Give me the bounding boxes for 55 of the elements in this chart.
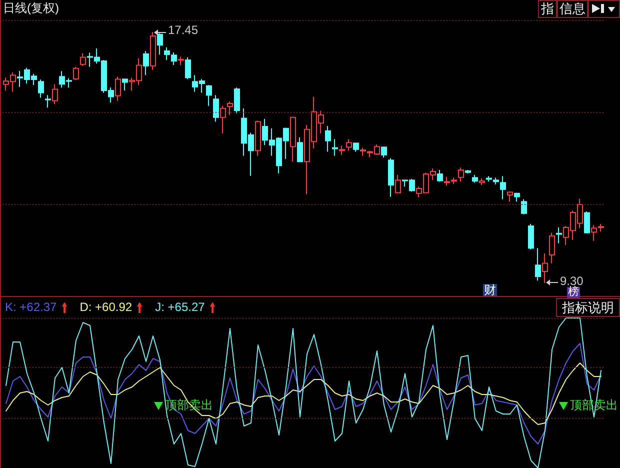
- text: 财: [483, 283, 497, 297]
- candlestick: [255, 120, 261, 156]
- candlestick: [150, 32, 156, 70]
- candlestick: [521, 198, 527, 215]
- candlestick: [52, 84, 58, 105]
- candlestick: [493, 177, 499, 185]
- chart-title: 日线(复权): [3, 1, 59, 15]
- candlestick: [486, 176, 492, 182]
- candlestick: [388, 158, 394, 198]
- candlestick: [234, 86, 240, 114]
- candlestick: [178, 56, 184, 66]
- candlestick: [332, 138, 338, 156]
- candlestick: [458, 167, 464, 182]
- text: D: +60.92: [80, 300, 132, 314]
- candlestick: [542, 252, 548, 284]
- candlestick: [339, 145, 345, 156]
- candlestick: [528, 223, 534, 250]
- text: 指标说明: [556, 298, 620, 317]
- candlestick: [381, 146, 387, 158]
- candlestick: [500, 176, 506, 200]
- candlestick: [220, 105, 226, 134]
- candlestick: [479, 178, 485, 186]
- candlestick: [80, 52, 86, 66]
- candlestick: [206, 84, 212, 106]
- candlestick: [507, 191, 513, 202]
- candlestick: [360, 147, 366, 156]
- candlestick: [290, 116, 296, 162]
- candlestick: [38, 78, 44, 98]
- candlestick: [514, 192, 520, 202]
- candlestick: [45, 94, 51, 108]
- candlestick: [185, 56, 191, 80]
- candlestick: [353, 142, 359, 152]
- candlestick: [556, 227, 562, 244]
- candlestick: [395, 174, 401, 194]
- text: 信息: [557, 0, 588, 18]
- text: 榜: [567, 286, 580, 298]
- annotation: 17.45: [168, 23, 198, 38]
- candlestick: [297, 136, 303, 163]
- candlestick: [549, 232, 555, 264]
- candlestick: [325, 125, 331, 152]
- candlestick: [73, 66, 79, 81]
- candlestick: [584, 211, 590, 234]
- candlestick: [122, 78, 128, 92]
- series-label: J: +65.27: [155, 300, 205, 314]
- candlestick: [143, 50, 149, 76]
- candlestick: [465, 169, 471, 174]
- candlestick: [227, 101, 233, 116]
- candlestick: [213, 94, 219, 122]
- candlestick: [346, 138, 352, 152]
- text: 指: [538, 0, 557, 18]
- text: K: +62.37: [5, 300, 57, 314]
- candlestick: [472, 174, 478, 184]
- candlestick: [535, 248, 541, 281]
- candlestick: [437, 169, 443, 182]
- candlestick: [115, 76, 121, 102]
